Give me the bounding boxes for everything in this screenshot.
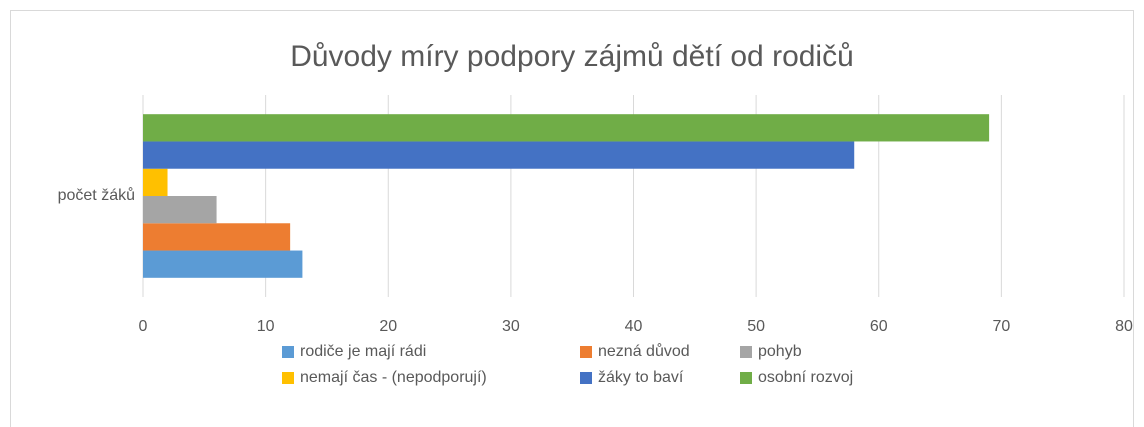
legend-swatch: [282, 372, 294, 384]
bar: [143, 114, 990, 142]
legend-swatch: [580, 346, 592, 358]
bar: [143, 223, 291, 251]
x-tick-label: 80: [1115, 318, 1133, 335]
legend-label: nezná důvod: [598, 342, 690, 360]
legend-label: nemají čas - (nepodporují): [300, 369, 487, 386]
legend-swatch: [282, 346, 294, 358]
bar: [143, 141, 855, 169]
legend-label: pohyb: [758, 343, 802, 360]
legend-swatch: [740, 372, 752, 384]
legend-swatch: [740, 346, 752, 358]
bar: [143, 168, 168, 196]
legend-label: rodiče je mají rádi: [300, 343, 426, 360]
bar: [143, 250, 303, 278]
y-tick-label: počet žáků: [58, 186, 135, 204]
x-tick-label: 20: [379, 318, 397, 335]
x-tick-label: 10: [257, 318, 275, 335]
x-tick-label: 70: [992, 318, 1010, 335]
bar: [143, 196, 217, 224]
x-tick-label: 30: [502, 318, 520, 335]
x-tick-label: 40: [625, 318, 643, 335]
x-tick-label: 0: [139, 318, 148, 335]
chart-title: Důvody míry podpory zájmů dětí od rodičů: [290, 40, 854, 73]
x-tick-label: 50: [747, 318, 765, 335]
legend-swatch: [580, 372, 592, 384]
legend-label: osobní rozvoj: [758, 369, 853, 386]
x-tick-label: 60: [870, 318, 888, 335]
legend-label: žáky to baví: [598, 369, 684, 386]
